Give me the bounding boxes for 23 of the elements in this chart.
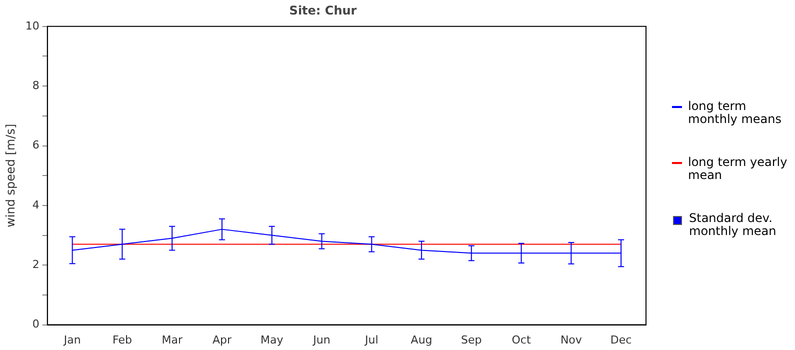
x-tick-label: Sep <box>461 333 482 346</box>
x-tick-label: Feb <box>112 333 132 346</box>
y-tick-label: 0 <box>32 318 40 331</box>
y-tick-label: 4 <box>32 198 40 212</box>
x-tick-label: Apr <box>212 333 232 346</box>
chart-title: Site: Chur <box>289 3 357 18</box>
y-tick-label: 8 <box>32 78 40 92</box>
y-tick-label: 2 <box>32 258 40 271</box>
y-tick-label: 6 <box>32 138 40 152</box>
x-tick-label: Mar <box>162 333 183 346</box>
x-tick-label: May <box>260 333 284 346</box>
x-tick-label: Oct <box>512 333 532 346</box>
x-tick-label: Dec <box>610 333 632 346</box>
x-tick-label: Jul <box>364 333 378 346</box>
x-tick-label: Jan <box>62 333 81 346</box>
x-tick-label: Nov <box>560 333 582 346</box>
y-axis-title: wind speed [m/s] <box>3 124 18 228</box>
legend-label: long term yearly mean <box>688 155 788 182</box>
y-tick-label: 10 <box>25 19 40 32</box>
text: Standard dev. monthly mean <box>689 211 778 238</box>
x-tick-label: Aug <box>410 333 432 346</box>
legend-label: long term monthly means <box>688 99 782 126</box>
x-tick-label: Jun <box>312 333 330 346</box>
